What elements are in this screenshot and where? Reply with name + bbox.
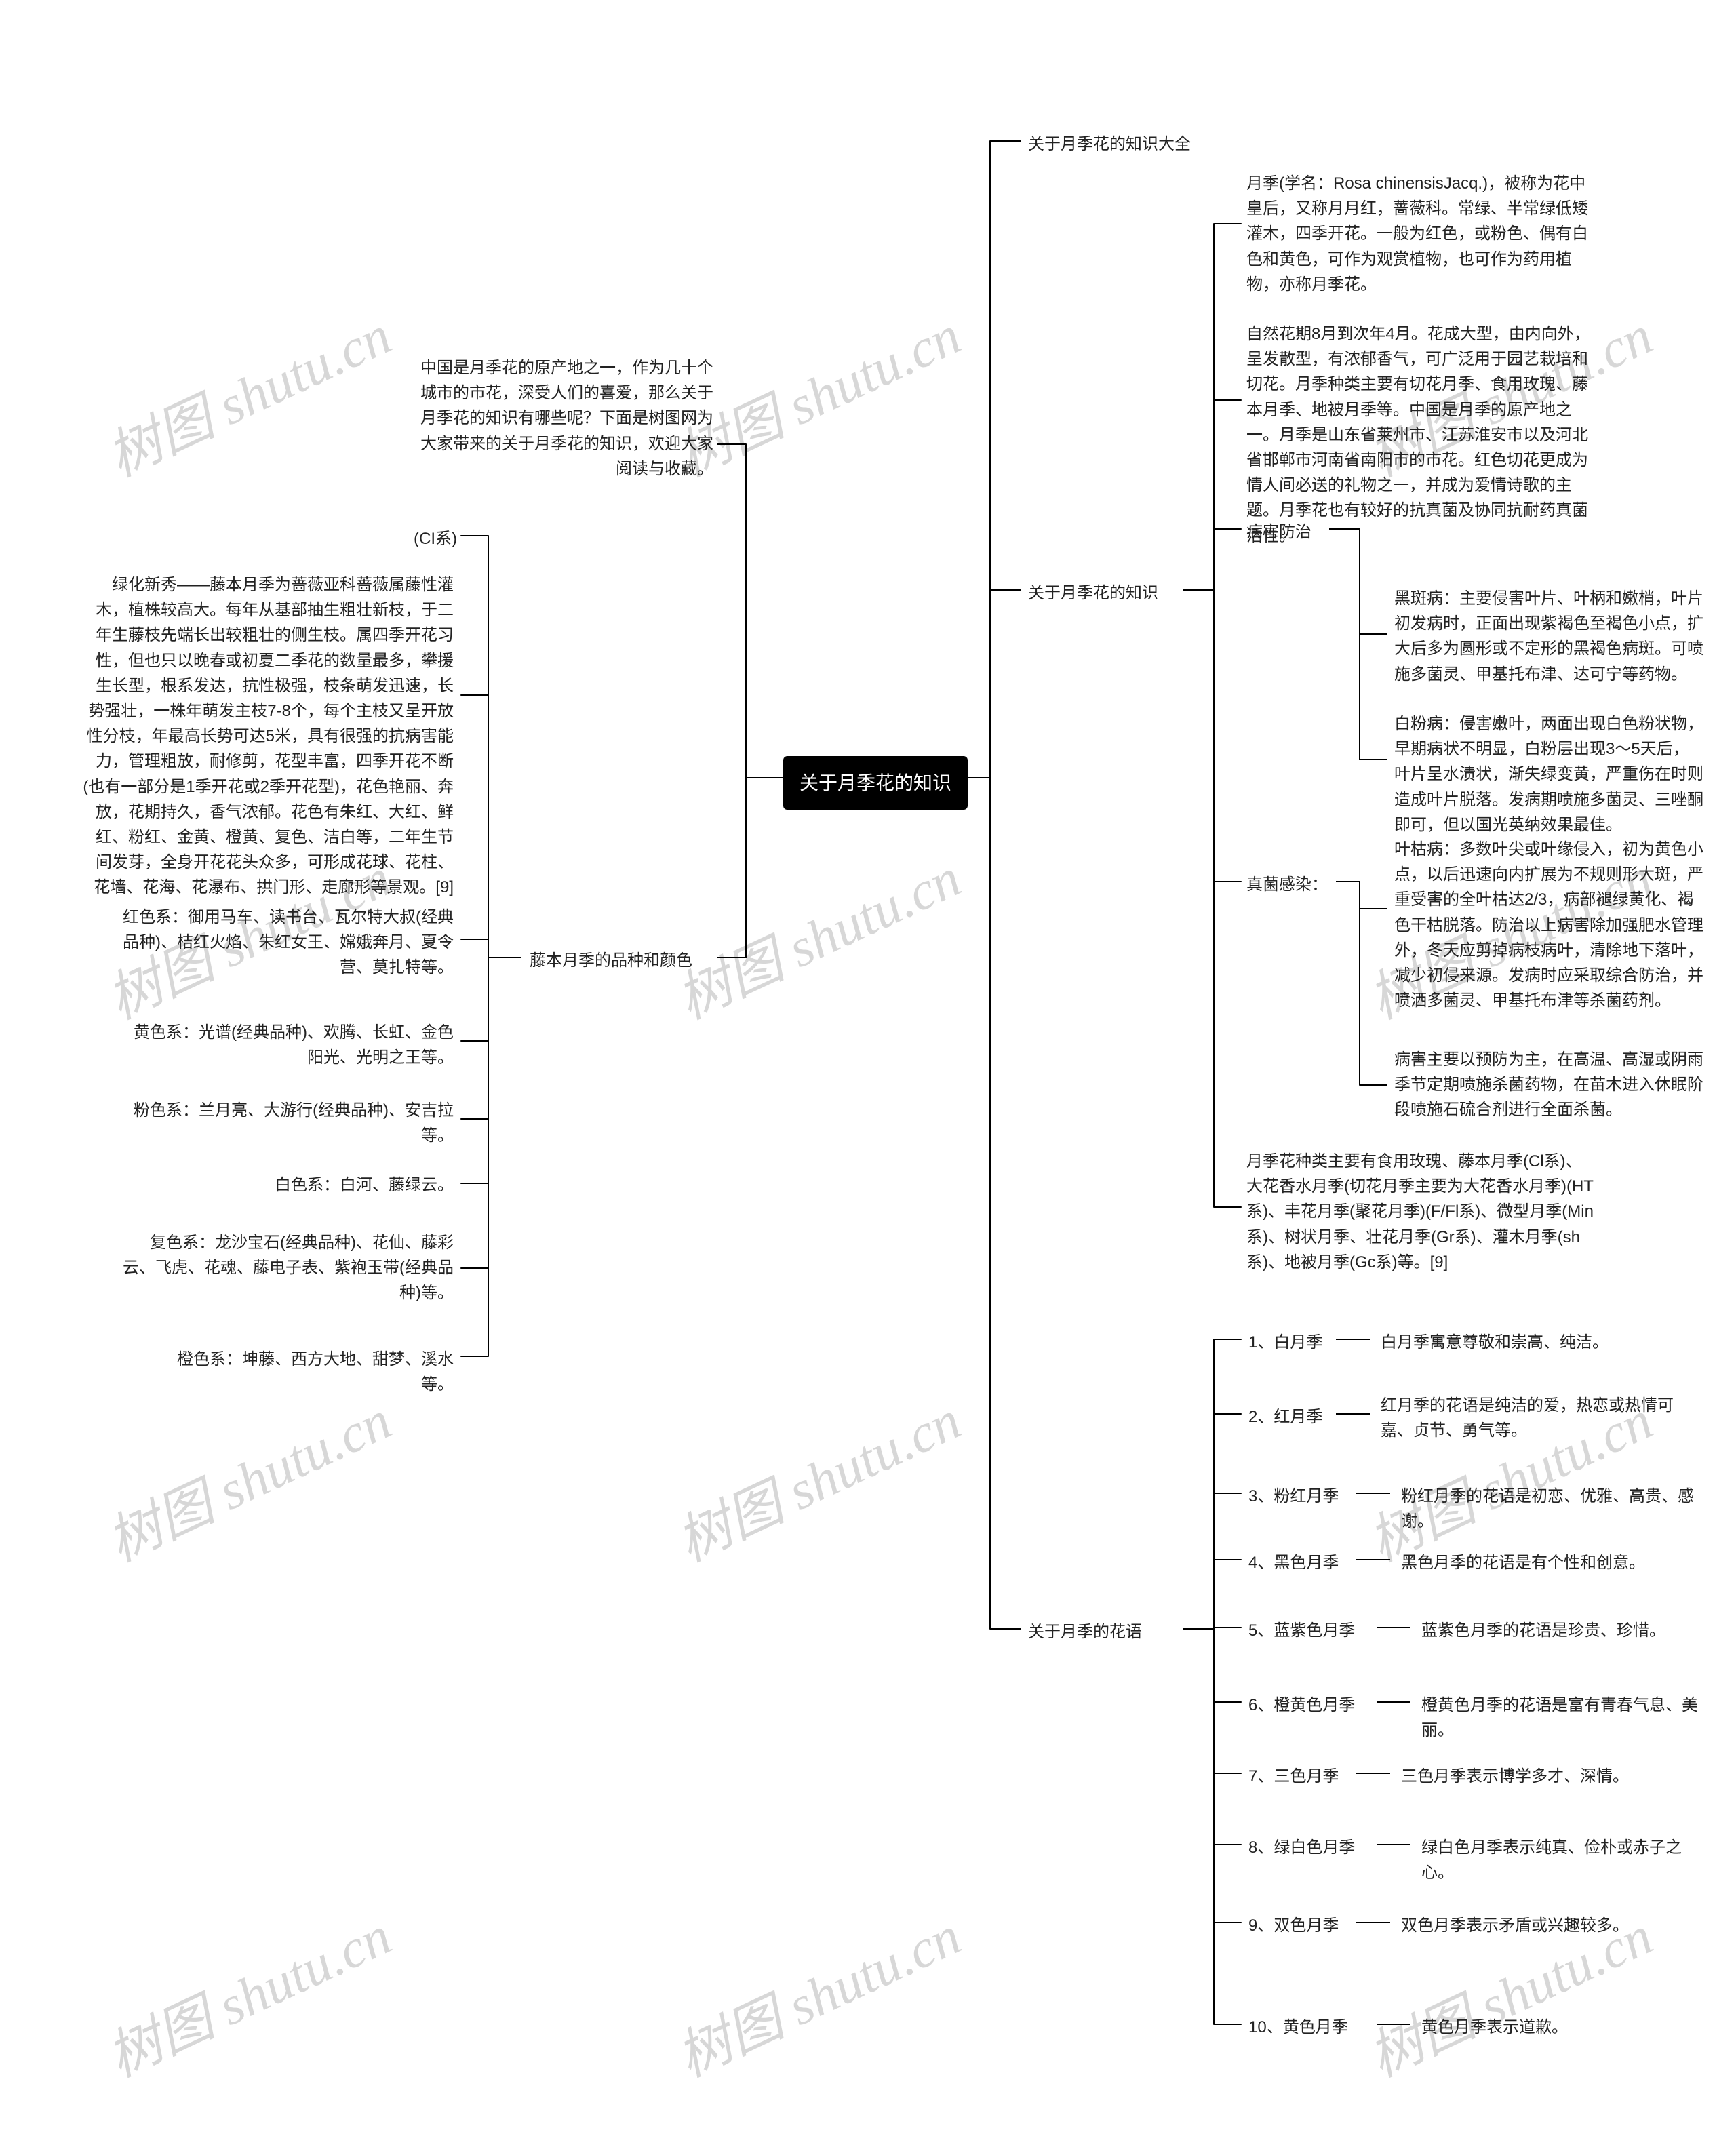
fungal-0: 叶枯病：多数叶尖或叶缘侵入，初为黄色小点，以后迅速向内扩展为不规则形大斑，严重受… [1390,834,1709,1016]
flower-3-num: 3、粉红月季 [1244,1481,1343,1512]
branch-top: 关于月季花的知识大全 [1024,129,1195,159]
branch-knowledge: 关于月季花的知识 [1024,578,1162,608]
watermark: 树图 shutu.cn [93,1893,402,2093]
color-multi: 复色系：龙沙宝石(经典品种)、花仙、藤彩云、飞虎、花魂、藤电子表、紫袍玉带(经典… [119,1227,458,1309]
color-white: 白色系：白河、藤绿云。 [261,1170,458,1200]
watermark: 树图 shutu.cn [663,1893,972,2093]
flower-7-text: 三色月季表示博学多才、深情。 [1397,1761,1709,1792]
color-red: 红色系：御用马车、读书台、瓦尔特大叔(经典品种)、桔红火焰、朱红女王、嫦娥奔月、… [119,902,458,983]
color-pink: 粉色系：兰月亮、大游行(经典品种)、安吉拉等。 [119,1095,458,1151]
branch-flower-lang: 关于月季的花语 [1024,1617,1146,1647]
flower-4-text: 黑色月季的花语是有个性和创意。 [1397,1547,1716,1578]
branch-left-varieties: 藤本月季的品种和颜色 [526,945,696,976]
root-label: 关于月季花的知识 [800,772,951,793]
flower-7-num: 7、三色月季 [1244,1761,1343,1792]
color-orange: 橙色系：坤藤、西方大地、甜梦、溪水等。 [173,1344,458,1400]
types-para: 月季花种类主要有食用玫瑰、藤本月季(Cl系)、大花香水月季(切花月季主要为大花香… [1242,1146,1602,1278]
flower-8-text: 绿白色月季表示纯真、俭朴或赤子之心。 [1417,1832,1716,1888]
flower-4-num: 4、黑色月季 [1244,1547,1343,1578]
flower-6-text: 橙黄色月季的花语是富有青春气息、美丽。 [1417,1690,1716,1746]
flower-9-text: 双色月季表示矛盾或兴趣较多。 [1397,1910,1709,1941]
watermark: 树图 shutu.cn [93,292,402,492]
flower-10-text: 黄色月季表示道歉。 [1417,2012,1716,2043]
disease-1: 白粉病：侵害嫩叶，两面出现白色粉状物，早期病状不明显，白粉层出现3～5天后，叶片… [1390,709,1709,840]
disease-label: 病害防治 [1242,517,1316,547]
flower-8-num: 8、绿白色月季 [1244,1832,1359,1863]
flower-5-text: 蓝紫色月季的花语是珍贵、珍惜。 [1417,1615,1709,1646]
flower-9-num: 9、双色月季 [1244,1910,1343,1941]
watermark: 树图 shutu.cn [663,835,972,1035]
flower-1-num: 1、白月季 [1244,1327,1326,1358]
flower-2-num: 2、红月季 [1244,1402,1326,1432]
flower-10-num: 10、黄色月季 [1244,2012,1352,2043]
root-node: 关于月季花的知识 [783,756,968,810]
color-yellow: 黄色系：光谱(经典品种)、欢腾、长虹、金色阳光、光明之王等。 [119,1017,458,1073]
disease-0: 黑斑病：主要侵害叶片、叶柄和嫩梢，叶片初发病时，正面出现紫褐色至褐色小点，扩大后… [1390,583,1709,690]
flower-3-text: 粉红月季的花语是初恋、优雅、高贵、感谢。 [1397,1481,1716,1537]
fungal-1: 病害主要以预防为主，在高温、高湿或阴雨季节定期喷施杀菌药物，在苗木进入休眠阶段喷… [1390,1044,1709,1126]
flower-1-text: 白月季寓意尊敬和崇高、纯洁。 [1377,1327,1702,1358]
fungal-label: 真菌感染： [1242,869,1332,900]
flower-6-num: 6、橙黄色月季 [1244,1690,1359,1720]
intro-text: 中国是月季花的原产地之一，作为几十个城市的市花，深受人们的喜爱，那么关于月季花的… [414,353,717,484]
watermark: 树图 shutu.cn [93,1377,402,1577]
mindmap-canvas: 树图 shutu.cn 树图 shutu.cn 树图 shutu.cn 树图 s… [0,0,1736,2149]
flower-5-num: 5、蓝紫色月季 [1244,1615,1359,1646]
ci-label: (CI系) [400,524,461,554]
knowledge-para-0: 月季(学名：Rosa chinensisJacq.)，被称为花中皇后，又称月月红… [1242,168,1602,300]
flower-2-text: 红月季的花语是纯洁的爱，热恋或热情可嘉、贞节、勇气等。 [1377,1390,1702,1446]
lvhua-block: 绿化新秀——藤本月季为蔷薇亚科蔷薇属藤性灌木，植株较高大。每年从基部抽生粗壮新枝… [78,570,458,903]
watermark: 树图 shutu.cn [663,1377,972,1577]
